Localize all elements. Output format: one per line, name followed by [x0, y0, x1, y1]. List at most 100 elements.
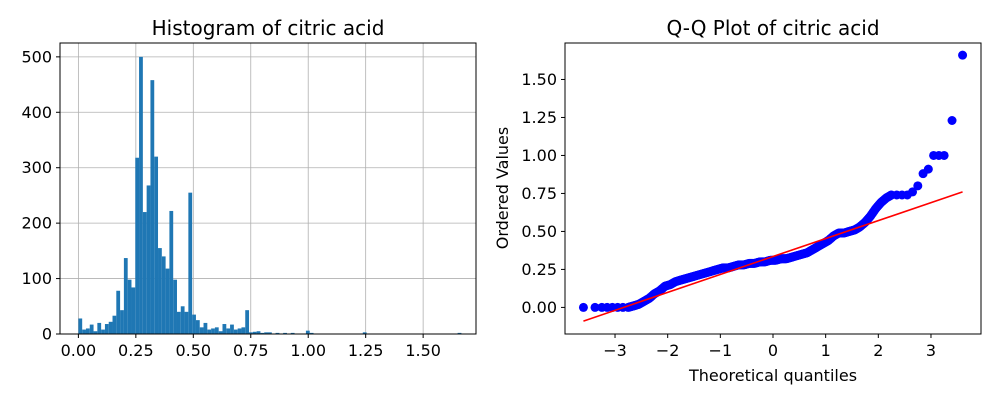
histogram-x-tick-label: 0.50	[175, 341, 211, 360]
qq-y-tick-label: 0.00	[521, 298, 557, 317]
histogram-title: Histogram of citric acid	[152, 16, 385, 40]
qq-y-tick-label: 0.25	[521, 260, 557, 279]
histogram-x-tick-label: 1.00	[290, 341, 326, 360]
histogram-y-tick-label: 500	[21, 47, 52, 66]
histogram-bar	[101, 329, 105, 334]
histogram-bar	[222, 324, 227, 334]
histogram-bar	[230, 324, 234, 334]
qq-y-axis-label: Ordered Values	[493, 127, 512, 249]
histogram-bar	[78, 318, 83, 334]
histogram-bar	[226, 328, 231, 334]
qq-point	[590, 302, 600, 312]
histogram-bar	[188, 192, 193, 334]
histogram-bar	[158, 248, 162, 334]
histogram-bar	[135, 157, 140, 334]
qq-point	[923, 164, 933, 174]
histogram-bar	[203, 322, 208, 334]
histogram-bar	[283, 332, 287, 334]
histogram-bar	[150, 80, 155, 334]
qq-point	[913, 181, 923, 191]
histogram-bar	[252, 331, 257, 334]
histogram-bar	[362, 332, 367, 334]
qq-x-tick-label: 0	[768, 341, 778, 360]
histogram-bar	[249, 332, 253, 334]
histogram-bar	[457, 332, 462, 334]
histogram-grid	[60, 43, 476, 335]
qq-x-tick-label: 3	[926, 341, 936, 360]
qq-x-axis-label: Theoretical quantiles	[688, 366, 857, 385]
histogram-x-tick-label: 1.25	[348, 341, 384, 360]
histogram-bar	[161, 256, 166, 334]
qq-x-tick-label: 2	[873, 341, 883, 360]
histogram-bar	[85, 328, 90, 334]
histogram-bar	[268, 332, 272, 334]
histogram-bar	[131, 287, 136, 334]
histogram-bar	[184, 311, 189, 334]
histogram-bar	[309, 332, 314, 334]
histogram-bar	[112, 315, 117, 334]
histogram-bar	[116, 290, 121, 334]
histogram-x-tick-label: 0.00	[61, 341, 97, 360]
qq-point	[908, 187, 918, 197]
qq-plot-axes: Q-Q Plot of citric acid −3 −2 −1 0 1 2 3 0.00 0…	[493, 16, 982, 385]
histogram-frame	[59, 42, 477, 335]
histogram-bar	[275, 332, 280, 334]
histogram-bar	[82, 329, 86, 334]
histogram-bar	[120, 310, 124, 334]
histogram-x-tick-label: 0.25	[118, 341, 154, 360]
histogram-x-tick-label: 0.75	[233, 341, 269, 360]
qq-x-tick-label: −1	[709, 341, 733, 360]
histogram-bar	[290, 332, 295, 334]
histogram-bar	[169, 210, 174, 334]
histogram-bar	[214, 327, 219, 334]
qq-point	[865, 211, 875, 221]
qq-fit-line	[583, 191, 963, 322]
histogram-bar	[305, 330, 310, 334]
qq-y-tick-label: 1.00	[521, 146, 557, 165]
histogram-bar	[142, 212, 147, 334]
histogram-bar	[241, 327, 246, 334]
histogram-axes: Histogram of citric acid 0.00 0.25 0.50 0.7…	[21, 16, 477, 360]
qq-plot-y-ticks: 0.00 0.25 0.50 0.75 1.00 1.25 1.50	[521, 70, 565, 317]
histogram-bar	[199, 327, 204, 334]
qq-point	[958, 50, 968, 60]
histogram-bar	[256, 331, 261, 334]
qq-plot-points	[578, 50, 968, 312]
histogram-bar	[211, 328, 215, 334]
qq-x-tick-label: −3	[603, 341, 627, 360]
histogram-bar	[108, 321, 113, 334]
histogram-y-tick-label: 200	[21, 214, 52, 233]
histogram-bar	[207, 329, 212, 334]
qq-y-tick-label: 0.75	[521, 184, 557, 203]
histogram-bar	[195, 320, 200, 334]
qq-x-tick-label: −2	[656, 341, 680, 360]
qq-plot-x-ticks: −3 −2 −1 0 1 2 3	[603, 334, 936, 360]
qq-x-tick-label: 1	[821, 341, 831, 360]
histogram-bar	[173, 279, 177, 334]
histogram-bar	[104, 324, 109, 334]
qq-point	[947, 115, 957, 125]
histogram-y-tick-label: 400	[21, 103, 52, 122]
histogram-bar	[176, 311, 181, 334]
histogram-y-tick-label: 300	[21, 158, 52, 177]
histogram-bar	[123, 258, 128, 334]
qq-plot-title: Q-Q Plot of citric acid	[666, 16, 879, 40]
histogram-bar	[146, 185, 151, 334]
qq-y-tick-label: 0.50	[521, 222, 557, 241]
histogram-bar	[264, 332, 268, 334]
histogram-bar	[97, 322, 102, 334]
histogram-bar	[218, 331, 223, 334]
qq-point	[871, 204, 881, 214]
histogram-bar	[93, 331, 98, 334]
histogram-bar	[139, 56, 143, 334]
histogram-y-tick-label: 0	[42, 325, 52, 344]
histogram-bar	[89, 324, 94, 334]
histogram-bar	[233, 329, 238, 334]
histogram-bar	[180, 306, 185, 334]
qq-y-tick-label: 1.50	[521, 70, 557, 89]
histogram-bar	[127, 279, 132, 334]
histogram-y-ticks: 0 100 200 300 400 500	[21, 47, 60, 344]
histogram-x-ticks: 0.00 0.25 0.50 0.75 1.00 1.25 1.50	[61, 334, 441, 360]
histogram-bar	[260, 332, 265, 334]
